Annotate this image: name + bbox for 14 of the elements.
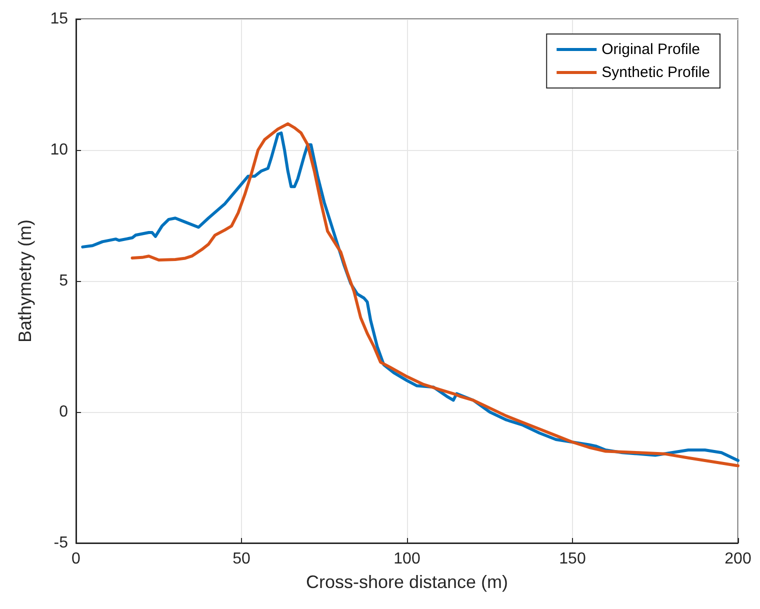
- y-tick-label: 0: [59, 404, 68, 420]
- x-tick-label: 50: [232, 550, 250, 568]
- legend-label: Original Profile: [602, 41, 700, 58]
- y-tick-label: 10: [50, 142, 68, 158]
- y-axis-title: Bathymetry (m): [15, 219, 35, 343]
- x-tick-label: 200: [724, 550, 752, 568]
- x-tick-label: 100: [394, 550, 420, 568]
- x-axis-title: Cross-shore distance (m): [306, 572, 508, 592]
- x-tick-label: 0: [72, 550, 81, 568]
- y-tick-label: 15: [50, 10, 68, 28]
- y-tick-label: -5: [54, 534, 68, 552]
- legend-label: Synthetic Profile: [602, 64, 710, 81]
- x-tick-label: 150: [559, 550, 586, 568]
- y-tick-label: 5: [59, 272, 68, 290]
